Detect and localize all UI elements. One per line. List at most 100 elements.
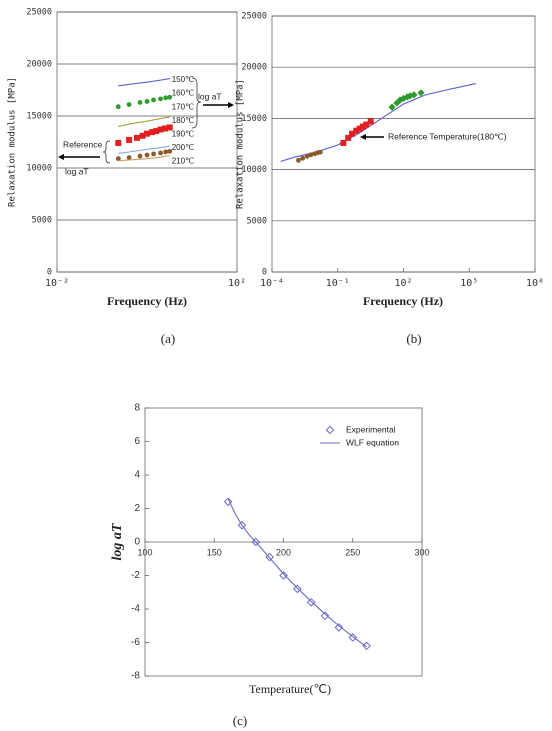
marker <box>345 134 352 141</box>
marker <box>406 92 414 100</box>
marker <box>362 641 371 651</box>
marker <box>237 520 247 530</box>
arrow-head <box>360 134 366 140</box>
marker <box>153 128 160 135</box>
series-label: 170℃ <box>172 102 194 111</box>
y-tick-label: 0 <box>134 537 140 548</box>
y-tick-label: 25000 <box>241 12 267 22</box>
marker <box>359 123 366 130</box>
y-tick-label: 8 <box>134 403 140 414</box>
series-label: 210℃ <box>172 157 194 166</box>
series-line <box>227 498 367 648</box>
x-tick-label: 100 <box>137 547 152 557</box>
annotation: Reference Temperature(180℃) <box>388 131 507 141</box>
marker <box>166 124 173 131</box>
annotation: log aT <box>198 91 222 101</box>
y-tick-label: 10000 <box>26 164 52 174</box>
x-tick-label: 250 <box>345 547 360 557</box>
caption: (a) <box>161 331 175 346</box>
legend-label: WLF equation <box>346 437 399 447</box>
marker <box>126 102 132 107</box>
y-tick-label: 5000 <box>247 216 267 226</box>
y-axis-title: Relaxation modulus [MPa] <box>8 77 18 207</box>
arrow-head <box>228 102 234 108</box>
marker <box>223 497 233 507</box>
legend-label: Experimental <box>346 424 396 434</box>
annotation: Reference <box>63 139 102 149</box>
marker <box>115 140 122 147</box>
marker <box>334 623 344 632</box>
x-tick-label: 10⁻¹ <box>326 278 350 289</box>
marker <box>126 136 133 143</box>
series-line <box>118 154 170 162</box>
marker <box>139 132 146 139</box>
x-axis-title: Frequency (Hz) <box>363 294 443 308</box>
series-label: 160℃ <box>172 89 194 98</box>
marker <box>295 157 301 163</box>
marker <box>115 104 121 110</box>
series-label: 150℃ <box>172 75 194 84</box>
marker <box>163 149 169 155</box>
plot-frame <box>271 15 536 273</box>
marker <box>308 152 314 158</box>
y-tick-label: -2 <box>131 570 140 581</box>
y-tick-label: 4 <box>134 470 140 481</box>
arrow-head <box>58 154 64 160</box>
series-label: 200℃ <box>172 143 194 152</box>
annotation: log aT <box>65 166 89 176</box>
marker <box>363 121 370 128</box>
marker <box>356 125 363 132</box>
y-tick-label: 6 <box>134 436 140 447</box>
marker <box>304 153 310 159</box>
y-axis-title: log aT <box>110 522 125 560</box>
marker <box>251 537 261 547</box>
marker <box>353 127 360 134</box>
series-line <box>118 78 170 87</box>
x-tick-label: 10⁻⁴ <box>260 278 284 289</box>
marker <box>396 96 404 104</box>
marker <box>158 150 163 156</box>
y-tick-label: -4 <box>131 604 140 615</box>
y-tick-label: -8 <box>131 671 140 682</box>
marker <box>137 153 143 159</box>
y-tick-label: 5000 <box>32 216 52 226</box>
marker <box>300 155 306 161</box>
y-tick-label: 20000 <box>241 63 267 73</box>
x-tick-label: 10⁻² <box>45 278 69 289</box>
y-tick-label: 2 <box>134 503 140 514</box>
marker <box>163 95 169 101</box>
y-tick-label: 15000 <box>241 114 267 124</box>
marker <box>279 571 288 580</box>
caption: (b) <box>406 331 421 346</box>
marker <box>137 100 143 105</box>
marker <box>340 139 347 146</box>
marker <box>149 129 156 136</box>
marker <box>134 134 141 141</box>
marker <box>306 597 316 607</box>
y-tick-label: 0 <box>262 268 267 278</box>
marker <box>349 130 356 137</box>
marker <box>126 155 132 161</box>
series-line <box>118 145 170 154</box>
brace <box>102 140 111 164</box>
brace <box>191 77 202 129</box>
marker <box>151 151 156 157</box>
caption: (c) <box>233 713 247 728</box>
marker <box>348 633 358 642</box>
x-axis-title: Frequency (Hz) <box>107 294 187 308</box>
series-line <box>118 116 170 127</box>
y-tick-label: 15000 <box>26 112 52 122</box>
marker <box>320 611 330 621</box>
y-tick-label: 0 <box>47 268 52 278</box>
marker <box>410 91 418 99</box>
marker <box>144 99 150 104</box>
marker <box>388 103 396 111</box>
marker <box>158 96 163 102</box>
x-axis-title: Temperature(℃) <box>249 682 331 696</box>
marker <box>161 125 168 132</box>
y-tick-label: 10000 <box>241 165 267 175</box>
y-tick-label: 25000 <box>26 8 52 18</box>
y-tick-label: 20000 <box>26 60 52 70</box>
marker <box>317 149 323 155</box>
